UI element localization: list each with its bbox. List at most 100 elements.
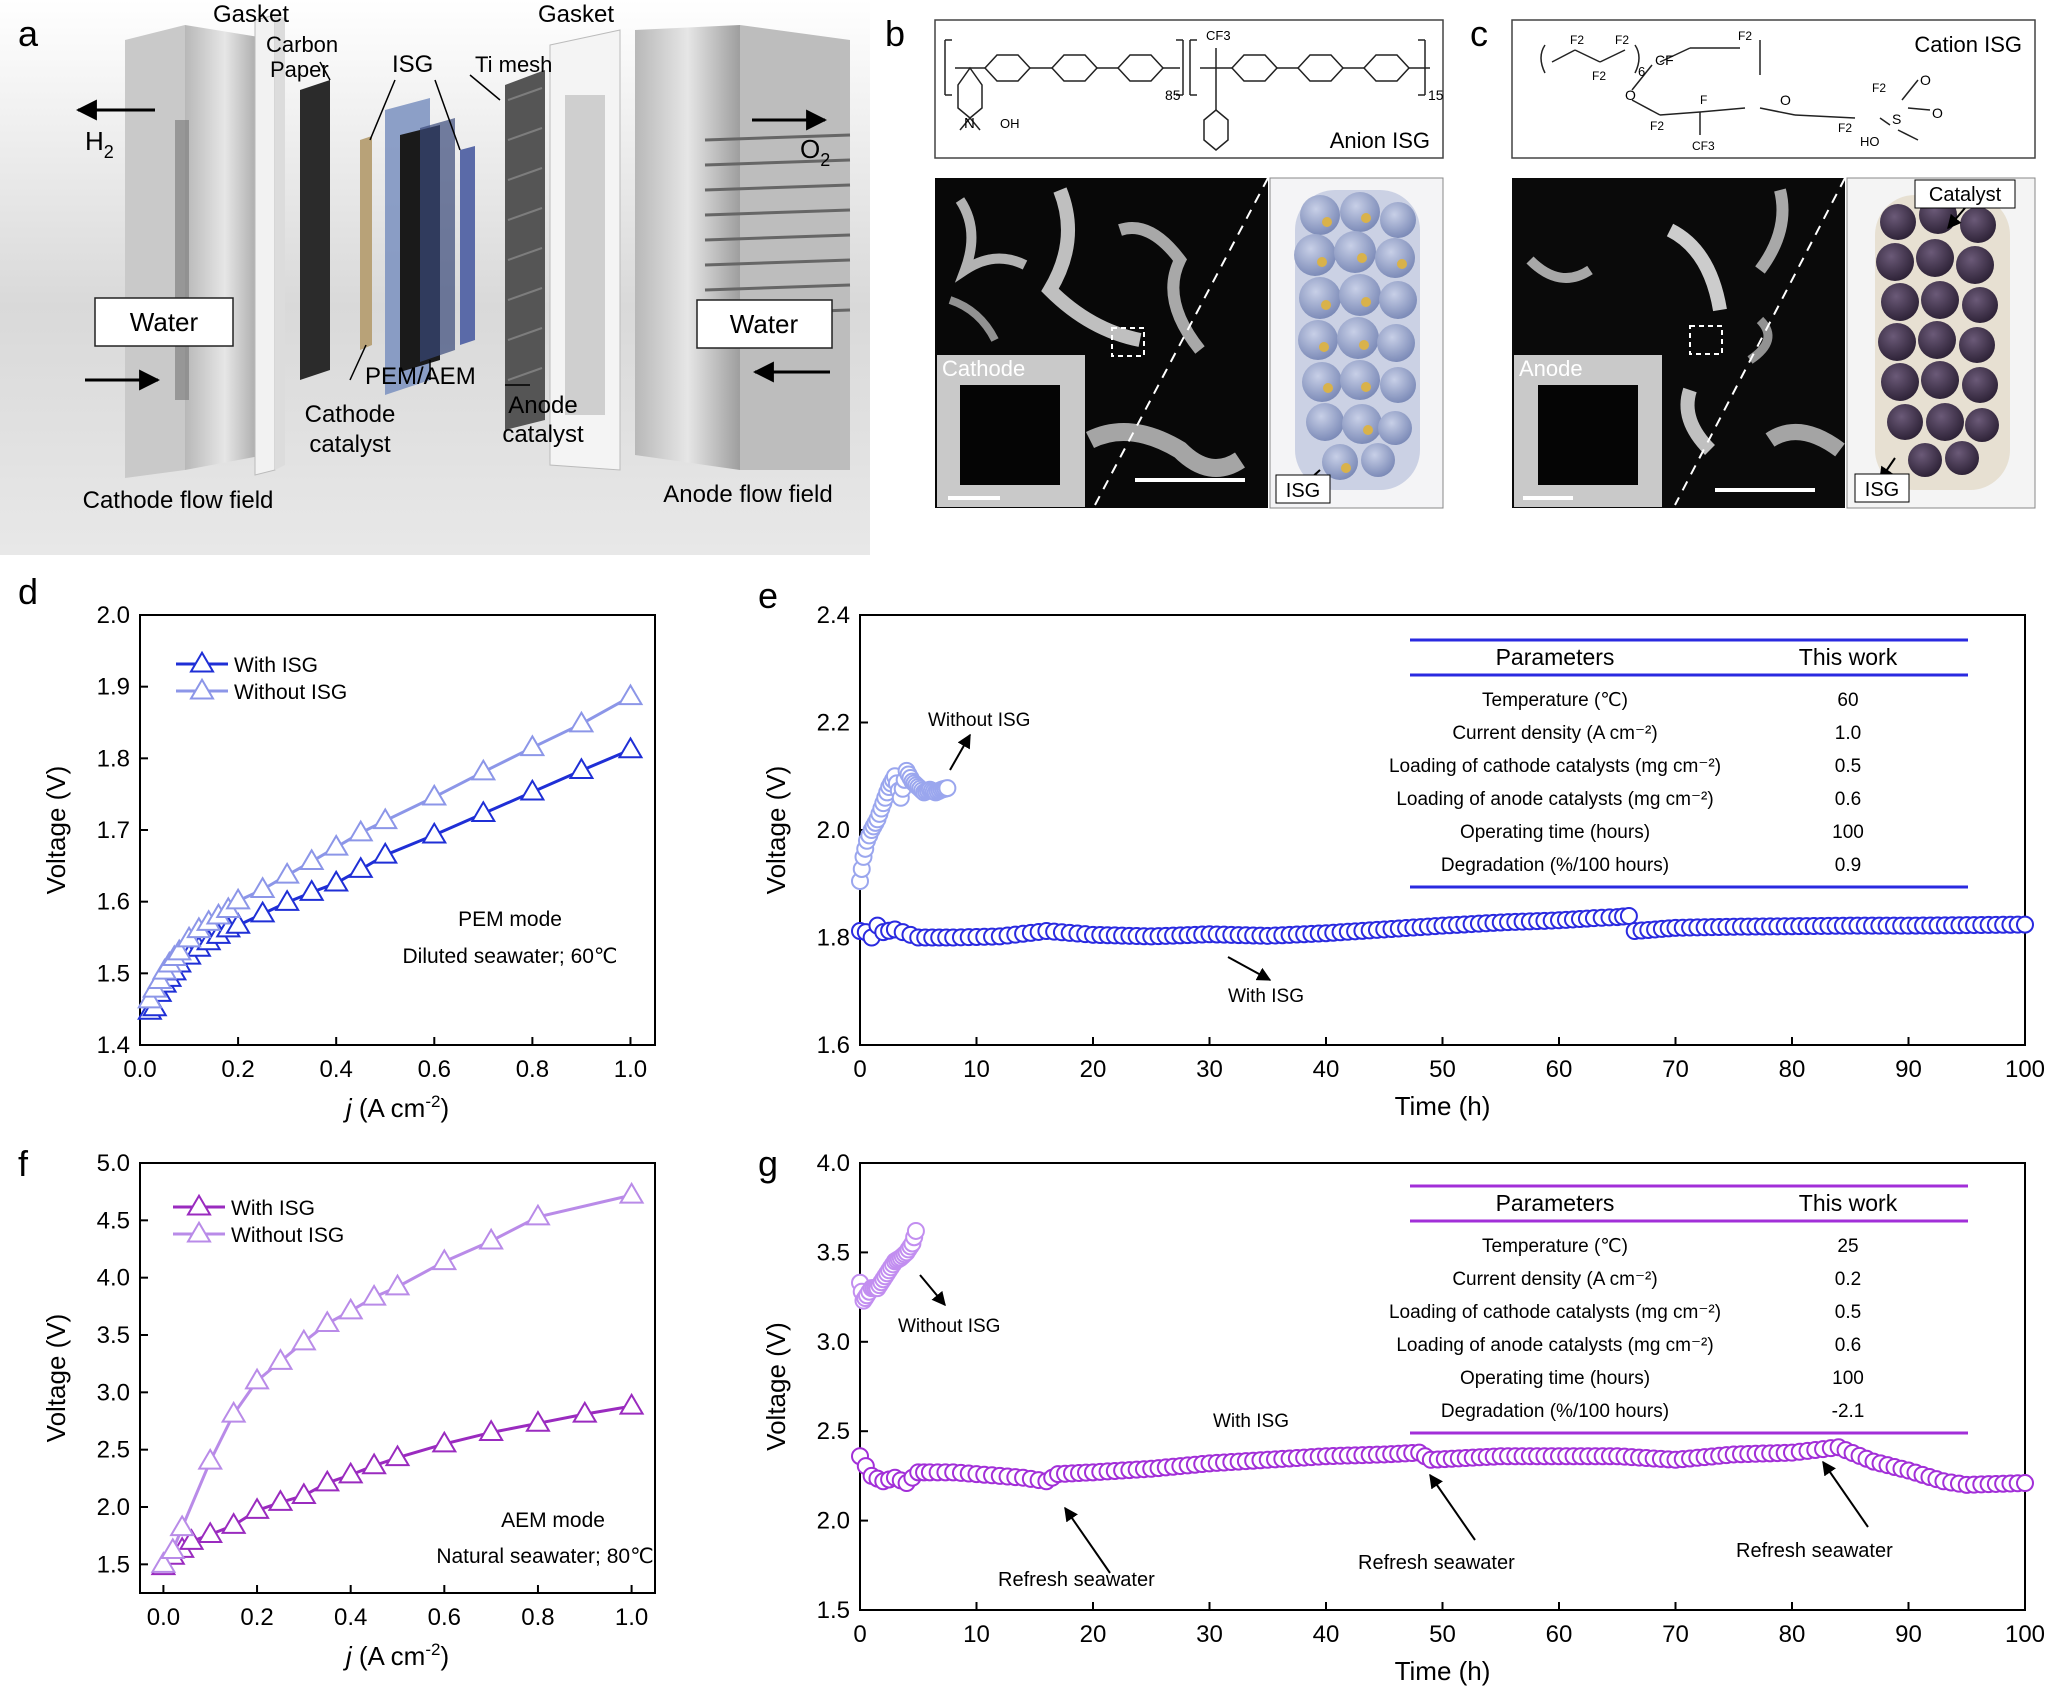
- data-point: [169, 1514, 195, 1537]
- panel-letter: d: [18, 571, 38, 612]
- table-cell: Degradation (%/100 hours): [1441, 855, 1669, 876]
- data-point: [470, 758, 497, 781]
- ti-mesh-label: Ti mesh: [475, 52, 552, 77]
- cathode-catalyst-label-1: Cathode: [305, 401, 396, 428]
- anion-structure-drawing: [944, 39, 1430, 151]
- data-point: [137, 986, 163, 1009]
- panel-letter: e: [758, 575, 778, 616]
- x-tick-label: 0.0: [147, 1604, 180, 1631]
- y-tick-label: 1.4: [97, 1032, 130, 1059]
- panel-b-anion-isg: b CF3 N OH: [885, 13, 1444, 509]
- chart-f-aem-polarization: 0.0 0.2 0.4 0.6 0.8 1.0 1.5 2.0 2.5 3.0 3.5 4.0 4.5 5…: [41, 1150, 656, 1671]
- y-tick-label: 2.0: [817, 817, 850, 844]
- data-point: [938, 779, 957, 798]
- x-tick-label: 10: [963, 1621, 990, 1648]
- table-header: This work: [1799, 1190, 1898, 1216]
- data-point: [274, 889, 300, 911]
- table-cell: 0.2: [1835, 1269, 1861, 1290]
- data-point: [372, 841, 398, 864]
- y-tick-label: 1.6: [817, 1032, 850, 1059]
- x-tick-label: 0.4: [320, 1056, 353, 1083]
- legend-marker: [189, 650, 215, 673]
- plot-frame: [139, 614, 656, 1046]
- cathode-catalyst-layer: [360, 136, 372, 350]
- cation-s: S: [1892, 111, 1901, 127]
- y-tick-label: 5.0: [97, 1150, 130, 1177]
- table-cell: Temperature (℃): [1482, 690, 1628, 711]
- annotation: AEM mode: [501, 1509, 605, 1532]
- data-point: [568, 757, 595, 779]
- y-tick-label: 3.0: [817, 1329, 850, 1356]
- x-tick-label: 0.6: [428, 1604, 461, 1631]
- anode-flow-field-label: Anode flow field: [663, 481, 832, 508]
- cation-f2-7: F2: [1872, 81, 1886, 95]
- water-left-box: [94, 297, 234, 347]
- cation-structure-label: Cation ISG: [1914, 32, 2022, 57]
- table-cell: Operating time (hours): [1460, 822, 1650, 843]
- x-tick-label: 20: [1080, 1056, 1107, 1083]
- cation-f2-6: F2: [1838, 121, 1852, 135]
- data-point: [421, 783, 448, 806]
- table-cell: 25: [1837, 1236, 1858, 1257]
- data-point: [244, 1367, 270, 1390]
- y-tick-label: 3.5: [97, 1322, 130, 1349]
- series-line: [162, 1193, 632, 1566]
- annotation: With ISG: [1213, 1411, 1289, 1432]
- panel-letter: a: [18, 13, 39, 54]
- x-tick-label: 0.2: [221, 1056, 254, 1083]
- legend-marker: [189, 677, 215, 700]
- data-point: [150, 1551, 177, 1573]
- cation-o-3: O: [1920, 72, 1931, 88]
- x-axis-label: Time (h): [1395, 1091, 1491, 1121]
- anion-cf3: CF3: [1206, 28, 1231, 43]
- carbon-paper-label-1: Carbon: [266, 32, 338, 57]
- y-axis-label: Voltage (V): [761, 1322, 791, 1451]
- table-cell: 60: [1837, 690, 1858, 711]
- cation-structure-drawing: [1540, 40, 1931, 141]
- data-point: [618, 1392, 645, 1415]
- cation-subscript-6: 6: [1638, 64, 1645, 79]
- x-tick-label: 1.0: [615, 1604, 648, 1631]
- legend-label: Without ISG: [234, 681, 347, 704]
- table-cell: Loading of cathode catalysts (mg cm⁻²): [1389, 756, 1721, 777]
- table-cell: -2.1: [1832, 1401, 1865, 1422]
- data-point: [470, 800, 497, 822]
- legend-label: Without ISG: [231, 1224, 344, 1247]
- gasket-right-label: Gasket: [538, 1, 614, 28]
- table-cell: 0.9: [1835, 855, 1861, 876]
- cation-f2-4: F2: [1738, 29, 1752, 43]
- y-tick-label: 1.8: [97, 745, 130, 772]
- anode-inset-label: Anode: [1519, 356, 1583, 381]
- x-tick-label: 10: [963, 1056, 990, 1083]
- table-cell: 100: [1832, 822, 1864, 843]
- x-tick-label: 90: [1895, 1056, 1922, 1083]
- y-tick-label: 1.8: [817, 925, 850, 952]
- y-tick-label: 2.5: [817, 1418, 850, 1445]
- cathode-catalyst-label-2: catalyst: [309, 431, 391, 458]
- data-point: [314, 1469, 341, 1492]
- y-axis-label: Voltage (V): [761, 766, 791, 895]
- data-point: [298, 848, 325, 871]
- data-point: [2016, 1474, 2034, 1493]
- cation-f2-1: F2: [1570, 33, 1584, 47]
- data-point: [337, 1297, 364, 1320]
- y-tick-label: 1.5: [97, 1551, 130, 1578]
- cation-f2-5: F2: [1650, 119, 1664, 133]
- legend-marker: [186, 1193, 212, 1216]
- data-point: [568, 710, 595, 733]
- data-point: [519, 734, 546, 757]
- annotation: Refresh seawater: [1736, 1540, 1893, 1562]
- table-cell: 0.6: [1835, 789, 1861, 810]
- data-point: [572, 1400, 598, 1423]
- legend-label: With ISG: [234, 654, 318, 677]
- legend-label: With ISG: [231, 1197, 315, 1220]
- series-line: [148, 748, 632, 1013]
- anode-inset: Anode: [1514, 355, 1662, 507]
- data-point: [361, 1283, 387, 1306]
- data-point: [225, 912, 251, 934]
- table-header: Parameters: [1496, 1190, 1615, 1216]
- data-point: [519, 778, 546, 801]
- x-tick-label: 40: [1313, 1621, 1340, 1648]
- anode-flow-field-plate: [635, 25, 851, 470]
- x-tick-label: 80: [1779, 1621, 1806, 1648]
